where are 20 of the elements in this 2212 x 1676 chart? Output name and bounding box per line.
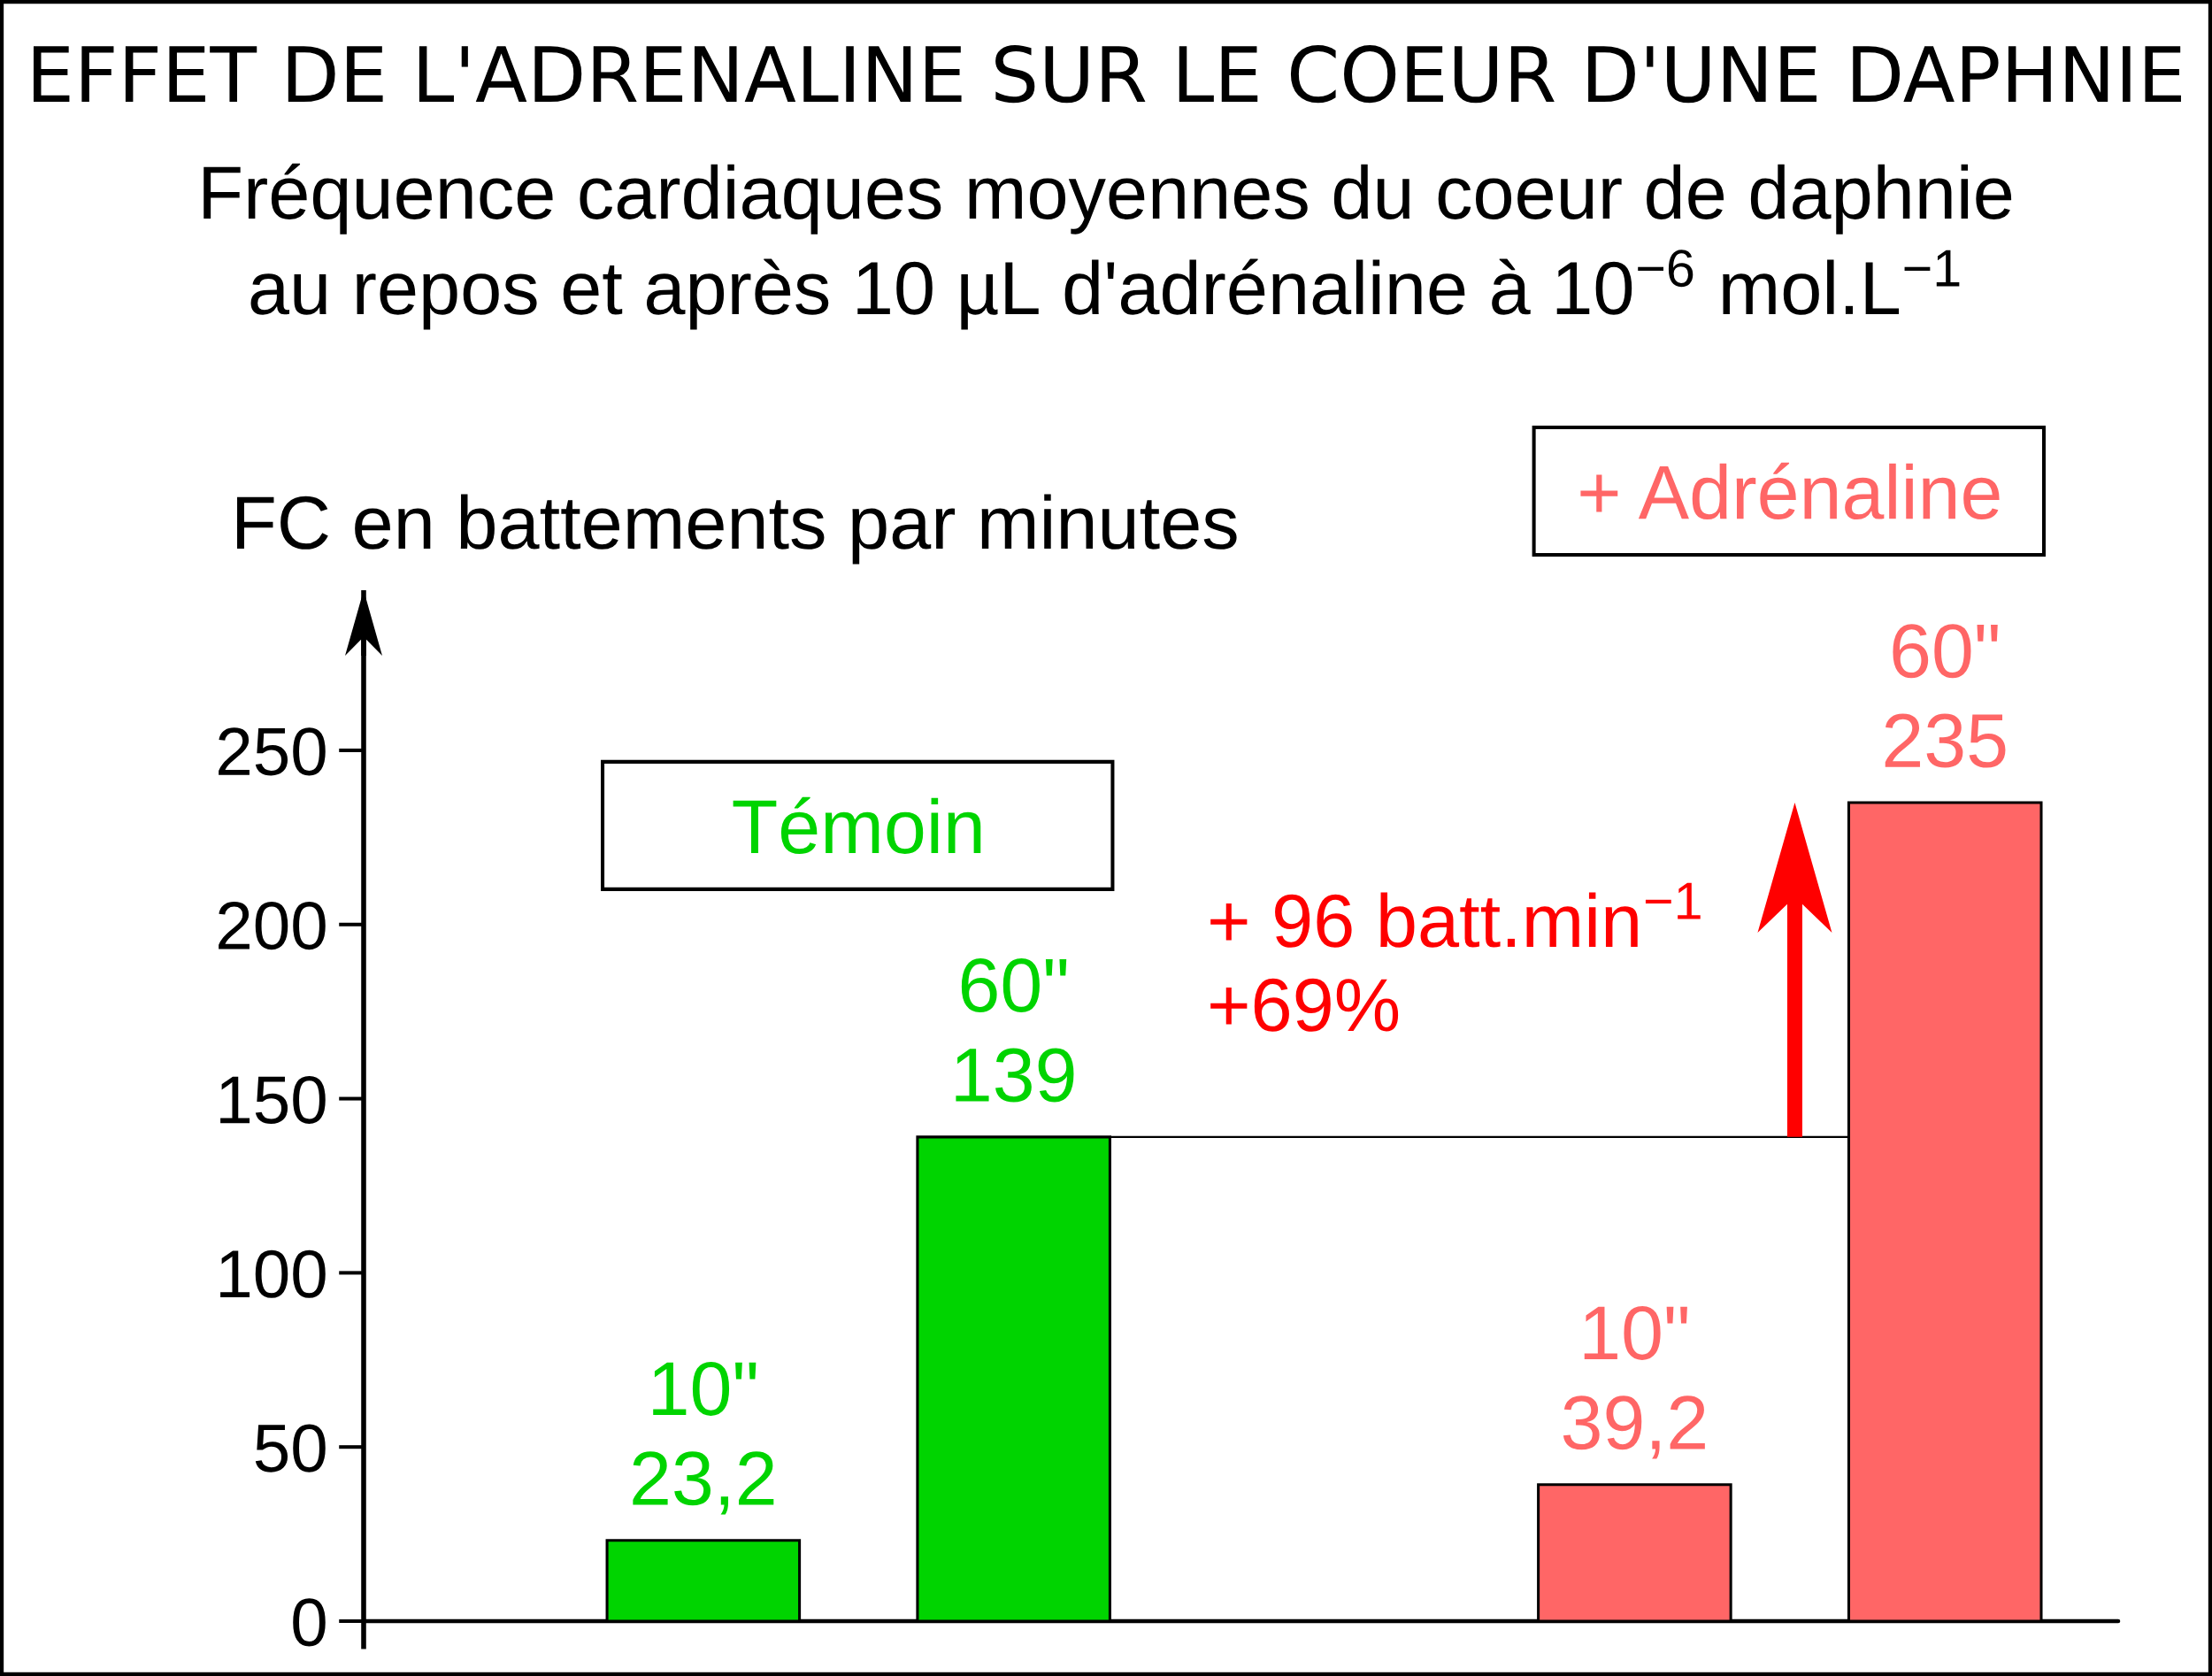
y-tick-label: 100 — [220, 1249, 326, 1298]
y-tick-label: 150 — [220, 1075, 326, 1125]
x-tick-label: 60" — [1893, 624, 1998, 679]
text: + Adrénaline — [1580, 462, 2000, 520]
y-tick-label: 50 — [255, 1424, 326, 1472]
y-axis-title: FC en battements par minutes — [237, 494, 1237, 565]
text: + 96 batt.min$^{−1}$ +69% — [1210, 882, 1701, 1032]
y-tick-label: 0 — [293, 1598, 326, 1647]
data-label: 139 — [956, 1048, 1074, 1103]
chart-subtitle: Fréquence cardiaques moyennes du coeur de daphnie au repos et après 10 µL d'adrénaline à 10$^{−6}$ mol.L$^{−1}$ — [204, 163, 2012, 330]
data-label: 23,2 — [633, 1451, 774, 1515]
chart-title: EFFET DE L'ADRENALINE SUR LE COEUR D'UNE DAPHNIE — [33, 45, 2181, 104]
data-label: 39,2 — [1563, 1395, 1705, 1459]
x-tick-label: 10" — [653, 1361, 757, 1416]
y-tick-label: 200 — [219, 902, 326, 950]
text: Témoin — [733, 796, 981, 854]
y-tick-label: 250 — [219, 727, 326, 776]
x-tick-label: 10" — [1584, 1305, 1687, 1360]
data-label: 235 — [1885, 713, 2006, 768]
x-tick-label: 60" — [961, 958, 1067, 1013]
